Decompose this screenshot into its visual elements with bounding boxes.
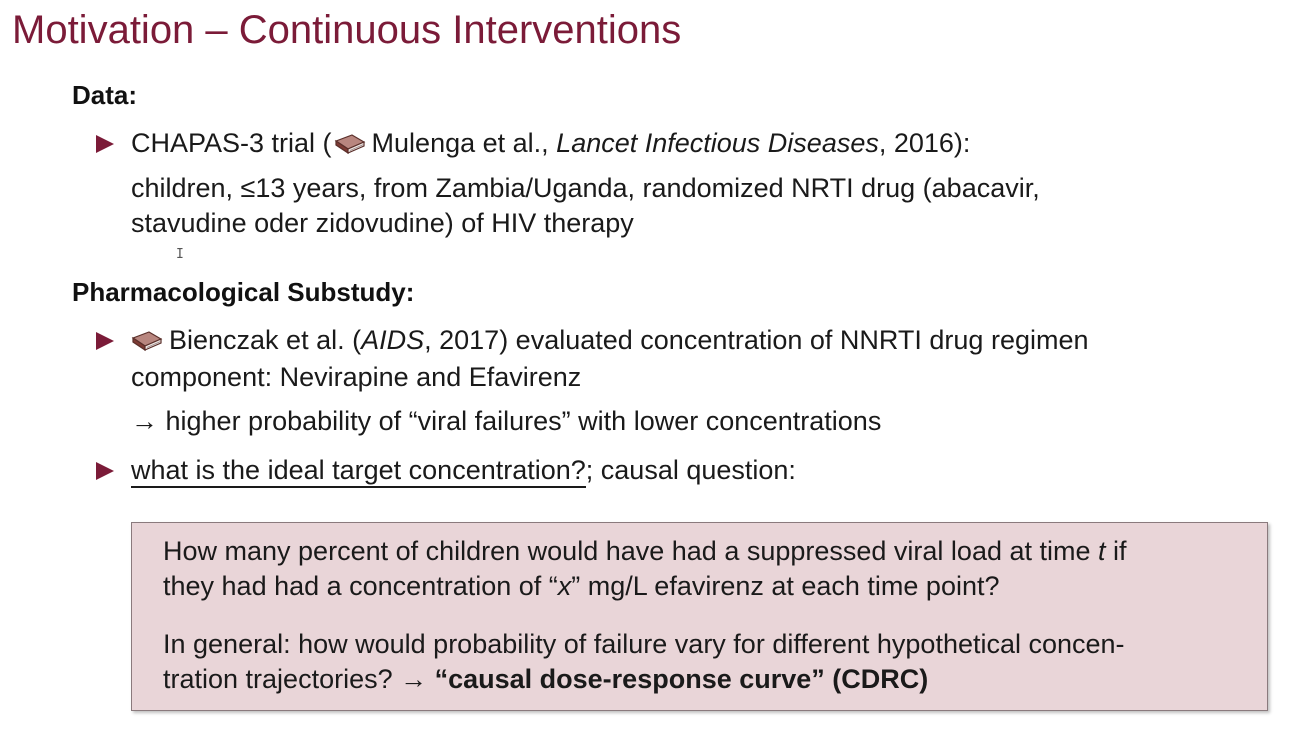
triangle-bullet-icon [96,332,114,350]
text-cursor-icon: I [176,247,184,262]
time-variable: t [1098,536,1106,566]
callout-trajectories-text: tration trajectories? → [163,664,435,694]
chapas-reference-line: CHAPAS-3 trial ( Mulenga et al., Lancet … [131,128,970,162]
slide-title: Motivation – Continuous Interventions [12,8,682,52]
causal-question-line: what is the ideal target concentration?;… [131,455,796,488]
callout-concentration-text: they had had a concentration of “ [163,571,558,601]
chapas-description-line-2: stavudine oder zidovudine) of HIV therap… [131,208,634,238]
ideal-concentration-question: what is the ideal target concentration? [131,455,586,488]
callout-general-line-2: tration trajectories? → “causal dose-res… [163,664,928,695]
triangle-bullet-icon [96,135,114,153]
cdrc-term: “causal dose-response curve” (CDRC) [434,664,929,694]
callout-question-line-2: they had had a concentration of “x” mg/L… [163,571,1000,602]
book-icon [131,328,163,359]
book-icon [334,131,366,162]
causal-question-box: How many percent of children would have … [131,522,1268,711]
viral-failure-implication: → higher probability of “viral failures”… [131,406,882,436]
mulenga-author: Mulenga et al., [371,128,557,158]
data-heading: Data: [72,80,138,110]
bienczak-reference-line: Bienczak et al. (AIDS, 2017) evaluated c… [131,325,1089,359]
mulenga-year: , 2016): [878,128,971,158]
callout-question-text: How many percent of children would have … [163,536,1099,566]
chapas-description-line-1: children, ≤13 years, from Zambia/Uganda,… [131,173,1040,203]
callout-general-line-1: In general: how would probability of fai… [163,629,1125,659]
triangle-bullet-icon [96,462,114,480]
bienczak-summary-line-2: component: Nevirapine and Efavirenz [131,362,582,392]
concentration-variable: x [557,571,572,601]
lancet-journal: Lancet Infectious Diseases [556,128,879,158]
callout-concentration-text-end: ” mg/L efavirenz at each time point? [571,571,1000,601]
chapas-trial-text: CHAPAS-3 trial ( [131,128,332,158]
bienczak-summary: , 2017) evaluated concentration of NNRTI… [424,325,1089,355]
callout-question-text-end: if [1105,536,1127,566]
causal-question-label: ; causal question: [585,455,796,485]
callout-question-line-1: How many percent of children would have … [163,536,1127,567]
pharma-heading: Pharmacological Substudy: [72,277,415,307]
aids-journal: AIDS [361,325,425,355]
bienczak-author: Bienczak et al. ( [169,325,362,355]
